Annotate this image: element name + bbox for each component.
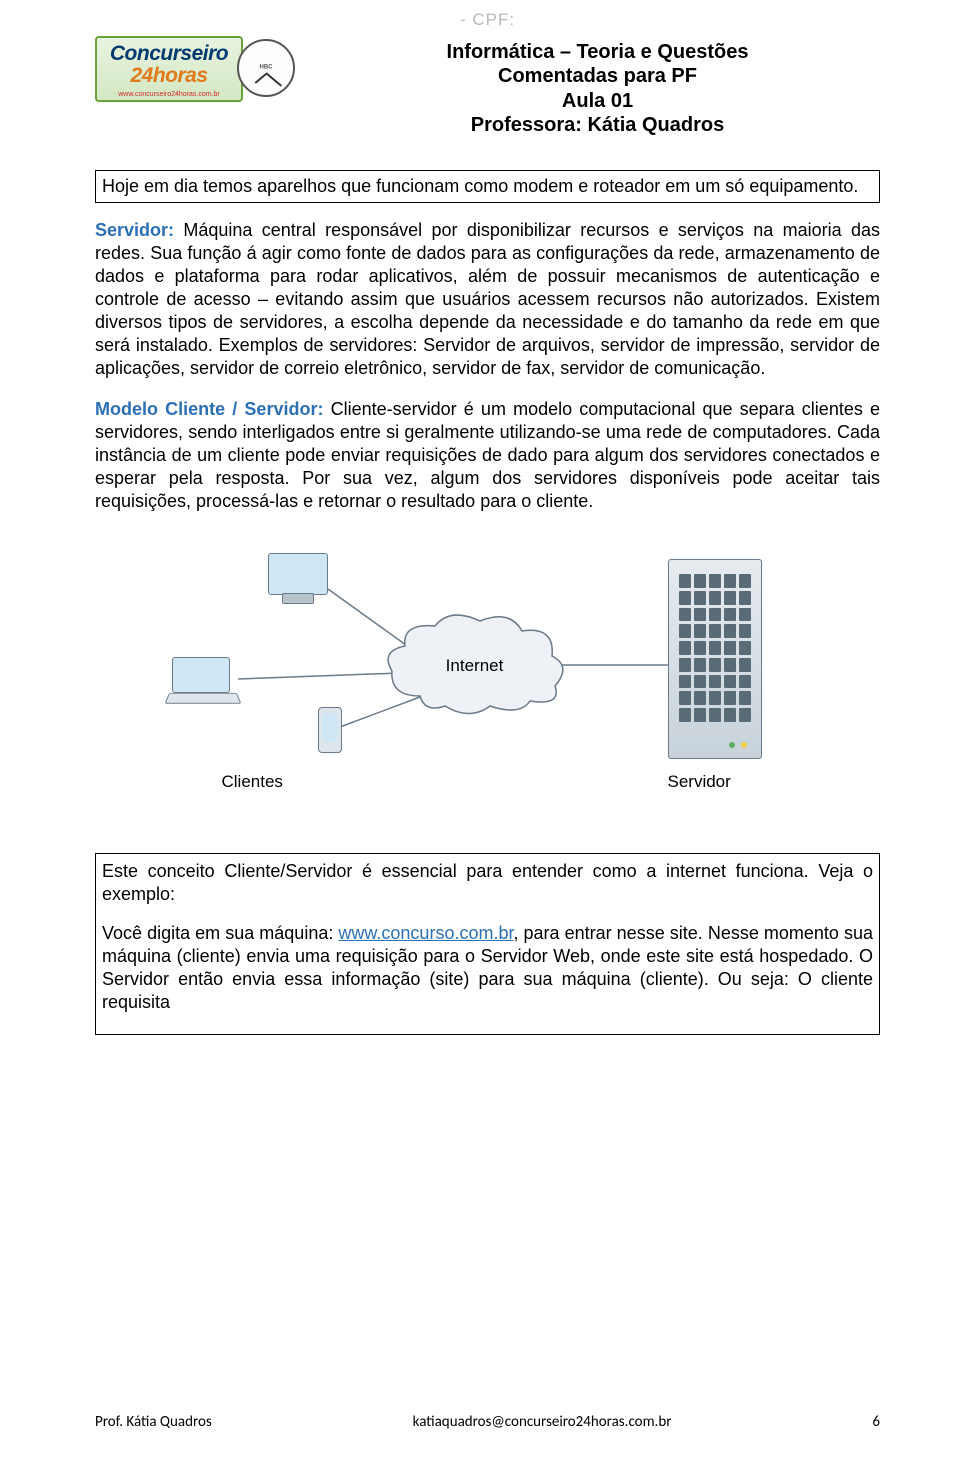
heading-line-4: Professora: Kátia Quadros [315, 113, 880, 137]
callout-box-2: Este conceito Cliente/Servidor é essenci… [95, 853, 880, 1035]
clock-icon: HBC [237, 39, 295, 97]
callout-box-1: Hoje em dia temos aparelhos que funciona… [95, 170, 880, 203]
page-footer: Prof. Kátia Quadros katiaquadros@concurs… [95, 1413, 880, 1431]
callout-1-text: Hoje em dia temos aparelhos que funciona… [102, 176, 858, 196]
paragraph-servidor: Servidor: Máquina central responsável po… [95, 219, 880, 380]
callout-2-pretext: Você digita em sua máquina: [102, 923, 338, 943]
course-heading: Informática – Teoria e Questões Comentad… [315, 36, 880, 138]
heading-line-3: Aula 01 [315, 89, 880, 113]
clock-label: HBC [260, 64, 273, 70]
paragraph-servidor-text: Máquina central responsável por disponib… [95, 220, 880, 378]
monitor-icon [268, 553, 328, 595]
page-header: Concurseiro 24horas www.concurseiro24hor… [95, 36, 880, 138]
label-clientes: Clientes [222, 771, 283, 793]
term-modelo: Modelo Cliente / Servidor: [95, 399, 323, 419]
logo: Concurseiro 24horas www.concurseiro24hor… [95, 36, 295, 102]
heading-line-2: Comentadas para PF [315, 64, 880, 88]
server-icon [668, 559, 762, 759]
logo-word1: Concurseiro [97, 42, 241, 66]
footer-page-number: 6 [872, 1413, 880, 1431]
callout-2-p2: Você digita em sua máquina: www.concurso… [102, 922, 873, 1014]
cpf-watermark: - CPF: [95, 10, 880, 30]
heading-line-1: Informática – Teoria e Questões [315, 40, 880, 64]
example-url-link[interactable]: www.concurso.com.br [338, 923, 513, 943]
cloud-icon: Internet [380, 611, 570, 721]
client-server-diagram: Internet Clientes Servidor [168, 549, 808, 809]
server-slots [679, 574, 751, 722]
term-servidor: Servidor: [95, 220, 174, 240]
paragraph-modelo: Modelo Cliente / Servidor: Cliente-servi… [95, 398, 880, 513]
label-servidor: Servidor [668, 771, 731, 793]
footer-email: katiaquadros@concurseiro24horas.com.br [413, 1413, 672, 1431]
laptop-icon [172, 657, 230, 693]
logo-word2: 24horas [97, 64, 241, 88]
cloud-label: Internet [380, 655, 570, 677]
footer-author: Prof. Kátia Quadros [95, 1413, 212, 1431]
phone-icon [318, 707, 342, 753]
logo-url: www.concurseiro24horas.com.br [97, 91, 241, 98]
callout-2-p1: Este conceito Cliente/Servidor é essenci… [102, 860, 873, 906]
